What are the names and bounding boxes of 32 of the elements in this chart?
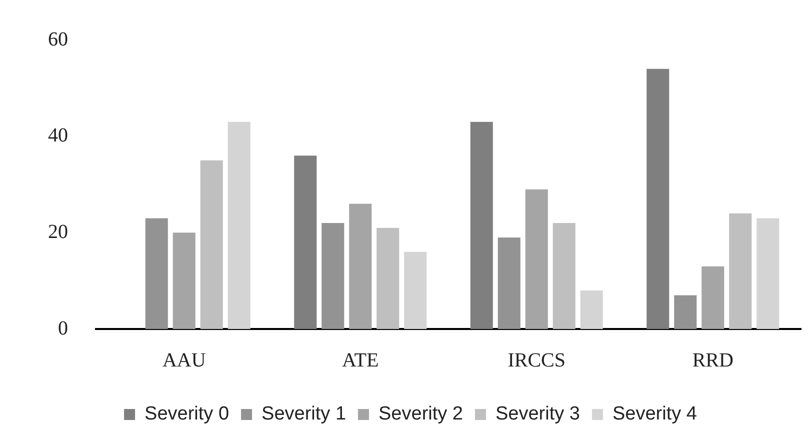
bar <box>294 156 317 329</box>
x-tick-label: ATE <box>342 349 379 372</box>
bar <box>552 223 576 329</box>
bar <box>376 228 400 329</box>
bar <box>172 232 196 329</box>
bar <box>729 213 752 329</box>
y-tick-label: 20 <box>48 220 68 243</box>
x-tick-label: IRCCS <box>508 349 566 372</box>
bar <box>646 68 670 329</box>
bar <box>404 252 427 329</box>
y-tick-label: 60 <box>48 28 68 50</box>
x-tick-label: RRD <box>692 349 734 372</box>
bar <box>349 204 372 329</box>
bar <box>145 218 168 329</box>
bar <box>200 160 223 329</box>
legend-label: Severity 3 <box>495 404 580 425</box>
bar <box>674 295 697 329</box>
bar <box>470 122 493 329</box>
bar <box>498 237 520 329</box>
legend-label: Severity 2 <box>378 404 463 425</box>
bar <box>228 122 250 329</box>
bar <box>322 223 344 329</box>
bar <box>525 189 548 329</box>
y-tick-label: 40 <box>48 124 68 147</box>
y-tick-label: 0 <box>58 317 68 340</box>
legend-label: Severity 0 <box>144 404 230 425</box>
legend-label: Severity 1 <box>262 404 346 425</box>
x-tick-label: AAU <box>162 349 206 372</box>
legend-label: Severity 4 <box>612 404 698 425</box>
bar <box>756 218 780 329</box>
bar <box>580 290 603 329</box>
bar <box>702 266 724 329</box>
